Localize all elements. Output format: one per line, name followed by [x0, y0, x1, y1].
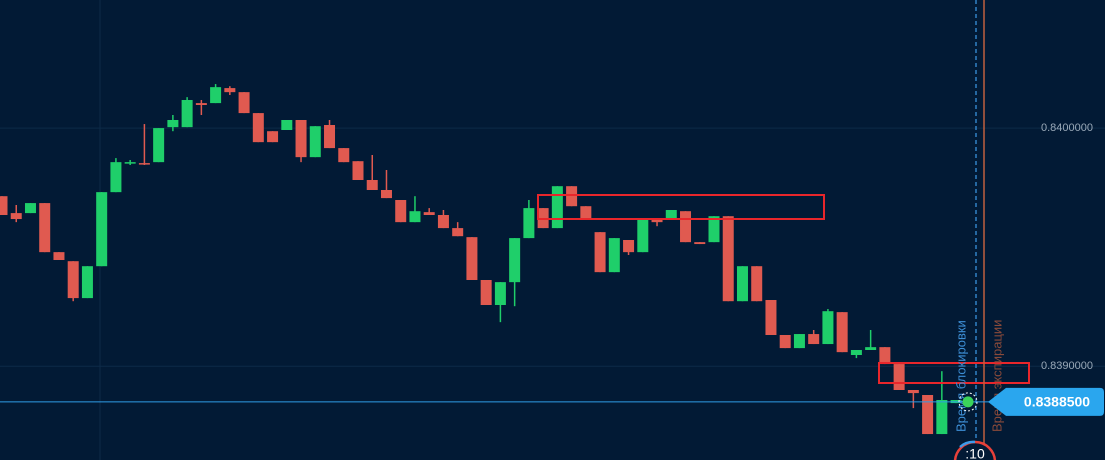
candle-body: [395, 200, 407, 223]
candle-body: [594, 232, 606, 273]
candle-body: [765, 300, 777, 335]
candle-body: [608, 238, 620, 273]
candle-body: [808, 334, 820, 345]
candle-body: [665, 210, 677, 220]
candle-body: [850, 350, 862, 355]
candle-body: [338, 148, 350, 163]
y-tick-label: 0.8400000: [1041, 122, 1093, 134]
lock-time-label: Время блокировки: [953, 320, 968, 432]
candle-body: [751, 266, 763, 302]
price-tag-label: 0.8388500: [1024, 394, 1090, 410]
candle-body: [480, 280, 492, 305]
candle-body: [523, 208, 535, 239]
candle-body: [494, 282, 506, 305]
candle-body: [936, 400, 948, 435]
candle-body: [879, 347, 891, 365]
candle-body: [309, 126, 321, 158]
candle-body: [793, 334, 805, 349]
candle-body: [96, 192, 108, 267]
candle-body: [195, 103, 207, 105]
candle-body: [779, 335, 791, 349]
annotation-box: [537, 194, 825, 220]
candle-body: [437, 215, 449, 229]
expiry-time-label: Время экспирации: [989, 320, 1004, 432]
candle-body: [708, 216, 720, 243]
candle-body: [380, 190, 392, 199]
candle-body: [324, 125, 336, 149]
price-tag: [988, 387, 1104, 416]
candle-body: [167, 120, 179, 128]
candle-body: [366, 180, 378, 190]
candles: [0, 84, 962, 435]
candle-body: [110, 162, 122, 193]
candle-body: [680, 211, 692, 243]
candle-body: [409, 211, 421, 223]
candle-body: [836, 312, 848, 353]
candle-body: [893, 364, 905, 390]
candle-body: [224, 88, 236, 93]
candle-body: [637, 220, 649, 253]
candle-body: [210, 87, 222, 104]
timer-text: :10: [965, 446, 985, 460]
candle-body: [423, 212, 435, 215]
candle-body: [551, 186, 563, 229]
candle-body: [39, 203, 51, 253]
candle-body: [295, 120, 307, 158]
candle-body: [694, 242, 706, 245]
candle-body: [623, 240, 635, 253]
candle-body: [238, 92, 250, 114]
candle-body: [53, 252, 65, 260]
candle-body: [651, 220, 663, 223]
candle-body: [865, 347, 877, 350]
y-tick-label: 0.8390000: [1041, 360, 1093, 372]
current-price-dot: [962, 396, 974, 408]
candle-body: [181, 100, 193, 128]
candle-body: [580, 206, 592, 219]
candle-body: [281, 120, 293, 130]
candle-body: [822, 311, 834, 345]
candle-body: [24, 203, 36, 214]
candle-body: [81, 266, 93, 299]
candle-body: [0, 196, 8, 215]
price-layer: 0.8388500: [0, 387, 1104, 416]
current-price-halo: [958, 392, 978, 412]
annotation-box: [878, 362, 1030, 384]
timer-progress: [959, 440, 976, 448]
candle-body: [922, 395, 934, 435]
candle-body: [124, 162, 136, 164]
candle-body: [452, 228, 464, 237]
candle-body: [509, 238, 521, 283]
candle-body: [267, 131, 279, 143]
candle-body: [252, 113, 264, 143]
candle-body: [352, 161, 364, 180]
candle-body: [722, 216, 734, 302]
candle-body: [566, 186, 578, 207]
candle-body: [153, 128, 165, 163]
candle-body: [907, 390, 919, 394]
candle-body: [736, 266, 748, 302]
candle-body: [138, 163, 150, 165]
candle-body: [466, 237, 478, 280]
candle-body: [67, 261, 79, 299]
candle-body: [10, 213, 22, 220]
